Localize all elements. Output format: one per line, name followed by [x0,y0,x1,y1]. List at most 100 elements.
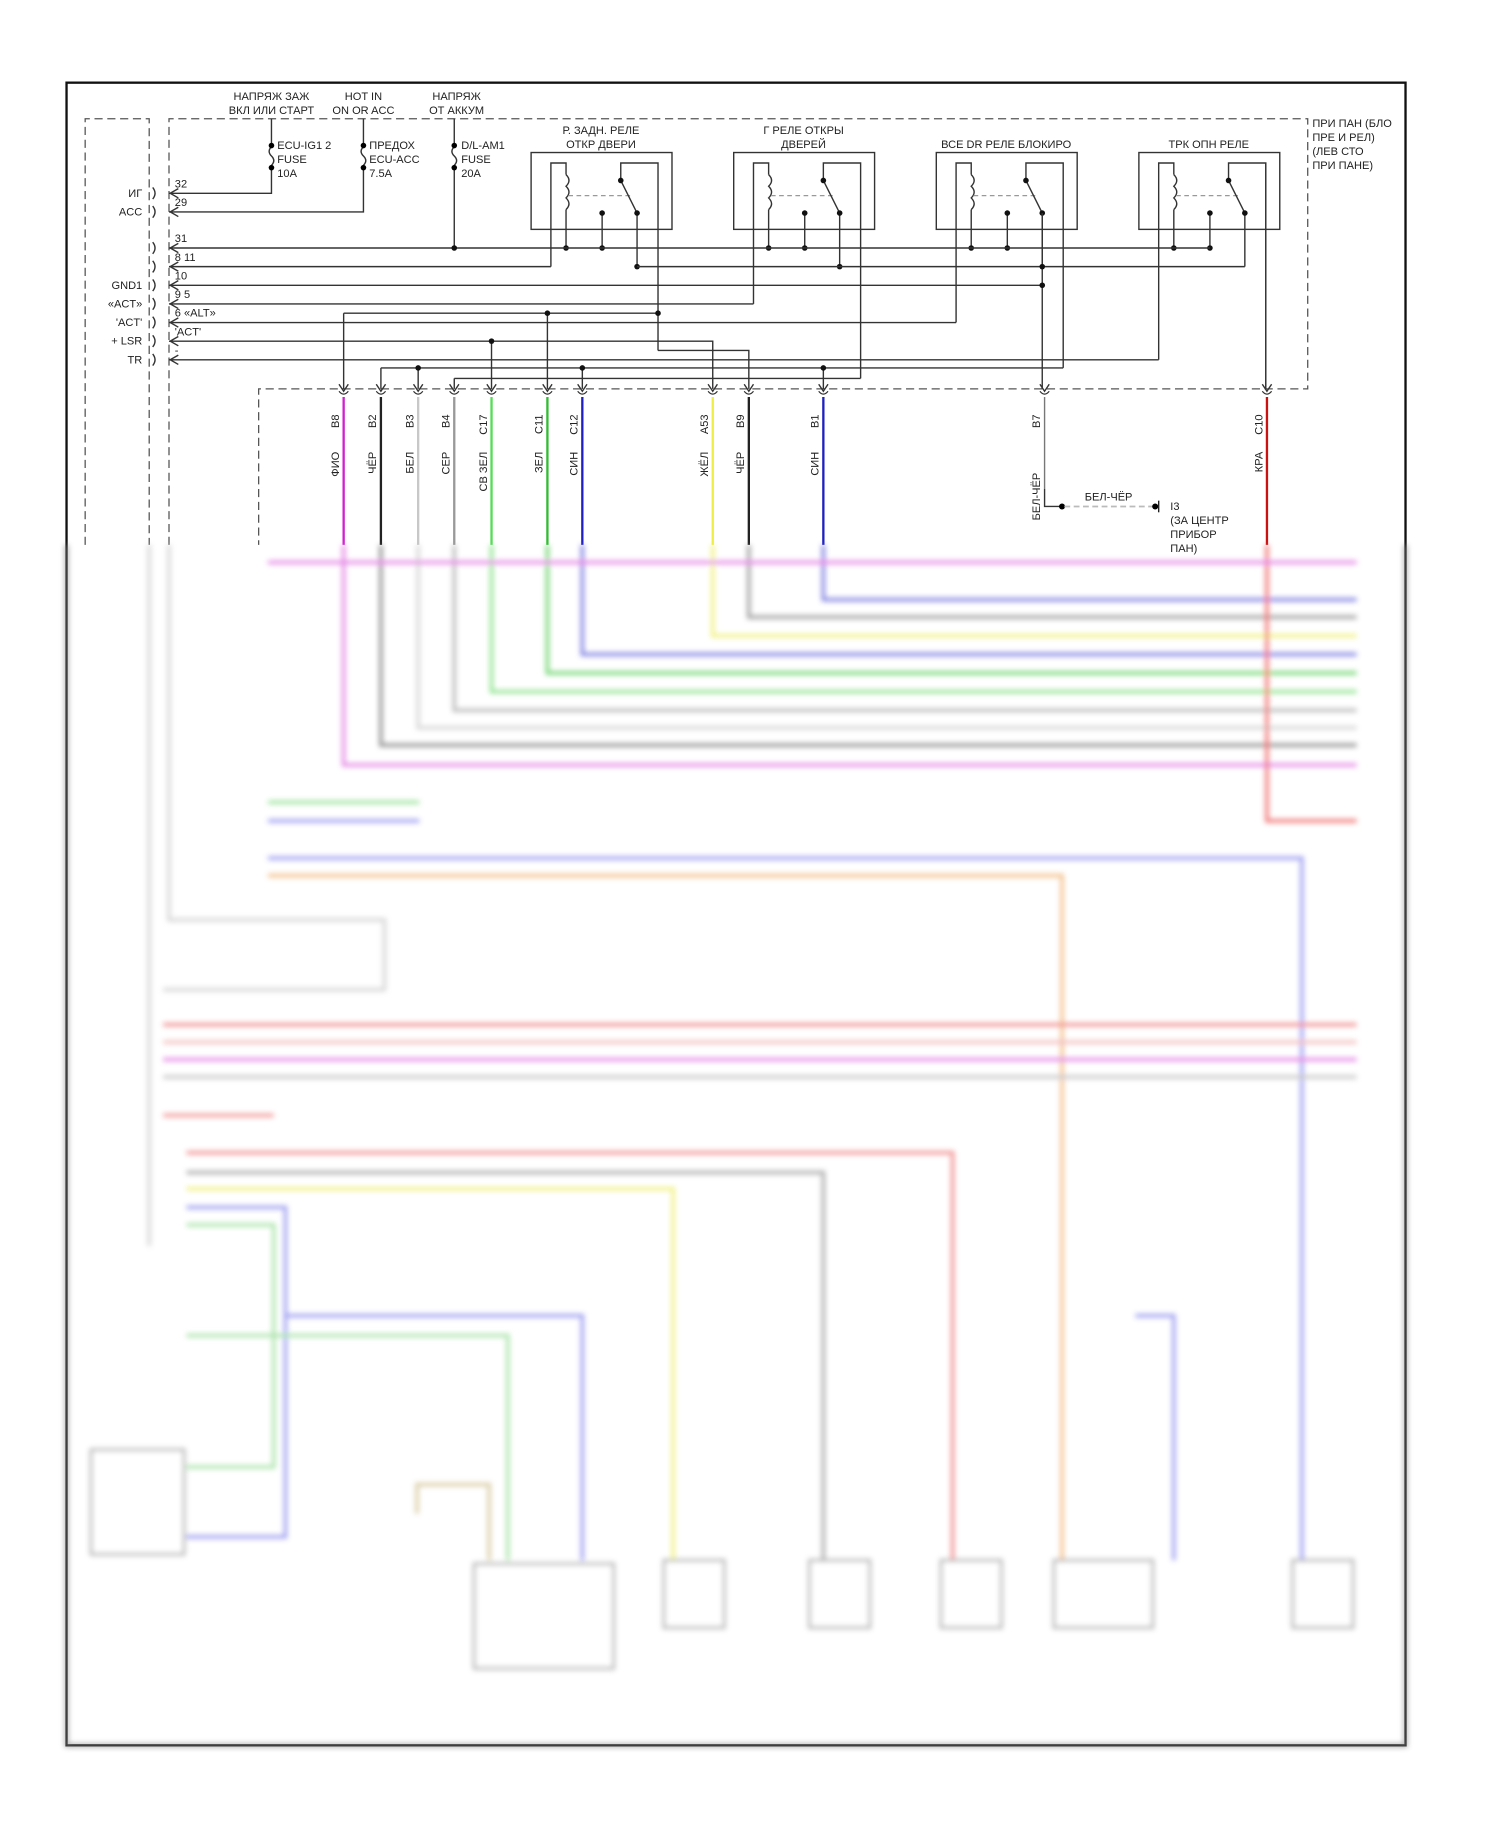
wire [186,1150,955,1561]
component-box [472,1562,615,1670]
connector-wire-b3: B3 БЕЛ [405,383,424,545]
connector-icon [152,205,156,219]
svg-text:ПРИ ПАНЕ): ПРИ ПАНЕ) [1312,160,1373,172]
junction-block-boundary [168,118,1309,545]
svg-text:(ЗА ЦЕНТР: (ЗА ЦЕНТР [1170,515,1228,527]
pin-number: 29 [175,197,187,209]
ecu-pin: + LSR 'ACT' [111,326,201,347]
fuse-icon [268,146,275,166]
component-box [808,1559,872,1629]
relay-coil-icon [565,174,570,211]
pin-name: «ACT» [108,298,142,310]
connector-wire-a53: A53 ЖЁЛ [699,383,718,545]
relay-switch-icon [620,162,659,351]
wire [415,1482,491,1561]
relay-title: ВСЕ DR РЕЛЕ БЛОКИРО [941,139,1071,151]
pin-arrow-icon [449,383,460,393]
connector-wire-b8: B8 ФИО [330,383,349,545]
wire [489,544,1357,694]
junction-block-label: ПРИ ПАН (БЛО ПРЕ И РЕЛ) (ЛЕВ СТО ПРИ ПАН… [1312,118,1392,172]
pin-arrow-icon [1261,383,1273,393]
relay-title: ДВЕРЕЙ [781,138,826,151]
lower-diagram-blurred [64,544,1408,1748]
pin-number: 'ACT' [175,326,201,338]
wire [147,544,387,1246]
svg-text:FUSE: FUSE [277,154,306,166]
connector-icon [152,187,156,200]
internal-wiring [168,163,1267,389]
pin-arrow-icon [542,383,553,393]
pin-arrow-icon [168,188,179,199]
wire-pin: B3 [405,415,417,429]
pin-arrow-icon [1039,383,1050,393]
wire [186,1223,276,1469]
ecu-pin: ACC 29 [119,197,187,218]
pin-name: 'ACT' [116,317,142,329]
svg-text:ПРЕДОХ: ПРЕДОХ [369,140,415,152]
connector-wires: B8 ФИО B2 ЧЁР B3 БЕЛ B4 СЕР C17 СВ ЗЕЛ C11 ЗЕЛ C12 СИ… [330,383,1273,545]
relay-switch-icon [822,162,862,379]
wire [379,544,1357,747]
relay-title: Р. ЗАДН. РЕЛЕ [563,125,640,137]
fuse-ecu-ig1: ECU-IG1 2 FUSE 10A [168,118,331,194]
svg-text:ПРЕ И РЕЛ): ПРЕ И РЕЛ) [1312,132,1374,144]
component-box [89,1448,186,1556]
wire-pin: C12 [569,415,581,435]
relay-coil-icon [1172,174,1178,211]
wire [267,873,1064,1561]
svg-text:I3: I3 [1170,501,1179,513]
wire-color-label: ЧЁР [367,452,379,474]
connector-wire-c11: C11 ЗЕЛ [534,383,553,545]
pin-arrow-icon [338,383,349,393]
svg-text:НАПРЯЖ ЗАЖ: НАПРЯЖ ЗАЖ [234,91,311,103]
pin-name: ACC [119,206,142,218]
pin-number: - [175,345,179,357]
svg-text:НАПРЯЖ: НАПРЯЖ [432,91,481,103]
connector-wire-c17: C17 СВ ЗЕЛ [478,383,497,545]
wire [186,1205,288,1539]
wire-pin: B8 [330,415,342,429]
svg-text:ПРИБОР: ПРИБОР [1170,529,1216,541]
supply-label-battery: НАПРЯЖ ОТ АККУМ [429,91,484,117]
wire-color-label: СВ ЗЕЛ [478,452,490,492]
diagram-frame [65,81,1407,1747]
wire [747,544,1357,619]
connector-icon [152,241,156,255]
wire [1135,1313,1176,1561]
wire-pin: B4 [441,415,453,429]
wire-pin: B7 [1031,415,1043,429]
wire [341,544,1357,767]
ecu-pin: 31 [152,233,187,255]
pin-number: 31 [175,233,187,245]
pin-arrow-icon [375,383,387,393]
connector-wire-b1: B1 СИН [810,383,829,545]
wire [186,1170,826,1561]
wire [545,544,1357,675]
relay-title: Г РЕЛЕ ОТКРЫ [763,125,843,137]
component-box [939,1559,1003,1629]
wire [710,544,1357,638]
relay-coil-icon [767,174,773,211]
pin-name: GND1 [112,280,143,292]
relay-coil-icon [970,174,975,211]
ecu-pin: TR - [127,345,178,366]
pin-arrow-icon [168,206,179,218]
wire-pin: B2 [367,415,379,429]
component-box [1291,1559,1355,1629]
connector-wire-b7: B7 БЕЛ-ЧЁР [1031,383,1050,520]
wire-color-label: ЗЕЛ [534,452,546,473]
pin-arrow-icon [707,383,718,393]
svg-text:ECU-ACC: ECU-ACC [369,154,419,166]
wire-color-label: СИН [569,452,581,476]
pin-arrow-icon [577,383,588,393]
ecu-pin-list: ИГ 32 ACC 29 31 8 11 GND1 10 «ACT» 9 5 'ACT' 6 «ALT… [108,178,216,366]
pin-number: 32 [175,178,187,190]
relay-title: ТРК ОПН РЕЛЕ [1168,139,1249,151]
pin-number: 9 5 [175,289,190,301]
relay-title: ОТКР ДВЕРИ [566,139,636,151]
relay-switch-icon [1227,162,1267,389]
wire [186,1187,675,1561]
connector-wire-b2: B2 ЧЁР [367,383,387,545]
wire-color-label: СИН [810,452,822,476]
wire-pin: A53 [699,415,711,435]
